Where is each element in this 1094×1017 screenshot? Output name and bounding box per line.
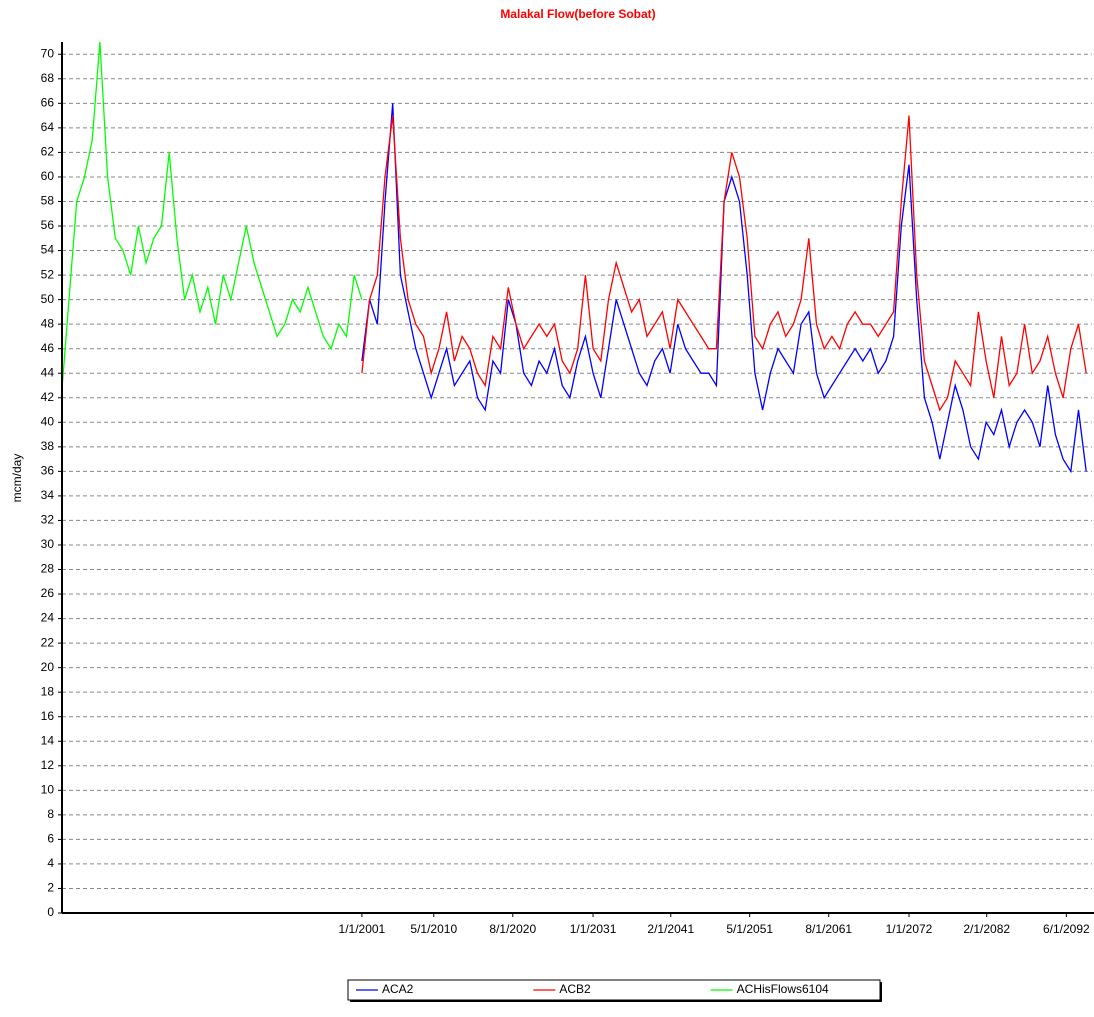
x-tick-label: 2/1/2041 [647, 922, 694, 936]
x-tick-label: 6/1/2092 [1043, 922, 1090, 936]
y-tick-label: 20 [41, 660, 55, 674]
y-tick-label: 60 [41, 169, 55, 183]
y-tick-label: 2 [47, 881, 54, 895]
y-tick-label: 42 [41, 390, 55, 404]
y-tick-label: 56 [41, 218, 55, 232]
y-tick-label: 48 [41, 316, 55, 330]
y-tick-label: 28 [41, 562, 55, 576]
y-tick-label: 10 [41, 782, 55, 796]
chart-title: Malakal Flow(before Sobat) [500, 7, 655, 21]
y-tick-label: 58 [41, 194, 55, 208]
x-tick-label: 5/1/2051 [726, 922, 773, 936]
y-tick-label: 54 [41, 243, 55, 257]
y-tick-label: 46 [41, 341, 55, 355]
y-tick-label: 36 [41, 464, 55, 478]
x-tick-label: 8/1/2020 [489, 922, 536, 936]
y-tick-label: 4 [47, 856, 54, 870]
y-axis-label: mcm/day [10, 454, 24, 503]
y-tick-label: 30 [41, 537, 55, 551]
x-tick-label: 1/1/2072 [886, 922, 933, 936]
legend-label: ACHisFlows6104 [737, 982, 829, 996]
x-tick-label: 8/1/2061 [805, 922, 852, 936]
legend-label: ACA2 [382, 982, 414, 996]
x-tick-label: 1/1/2031 [570, 922, 617, 936]
y-tick-label: 6 [47, 832, 54, 846]
y-tick-label: 50 [41, 292, 55, 306]
y-tick-label: 0 [47, 905, 54, 919]
y-tick-label: 44 [41, 365, 55, 379]
x-tick-label: 2/1/2082 [963, 922, 1010, 936]
y-tick-label: 32 [41, 513, 55, 527]
y-tick-label: 26 [41, 586, 55, 600]
y-tick-label: 18 [41, 684, 55, 698]
y-tick-label: 70 [41, 46, 55, 60]
x-tick-label: 5/1/2010 [410, 922, 457, 936]
y-tick-label: 52 [41, 267, 55, 281]
y-tick-label: 68 [41, 71, 55, 85]
y-tick-label: 62 [41, 145, 55, 159]
series-line [60, 41, 363, 398]
y-tick-label: 24 [41, 611, 55, 625]
x-tick-label: 1/1/2001 [339, 922, 386, 936]
y-tick-label: 66 [41, 96, 55, 110]
y-tick-label: 40 [41, 414, 55, 428]
y-tick-label: 22 [41, 635, 55, 649]
y-tick-label: 16 [41, 709, 55, 723]
y-tick-label: 34 [41, 488, 55, 502]
y-tick-label: 38 [41, 439, 55, 453]
y-tick-label: 64 [41, 120, 55, 134]
series-line [361, 115, 1087, 412]
y-tick-label: 12 [41, 758, 55, 772]
y-tick-label: 8 [47, 807, 54, 821]
legend-box [347, 979, 881, 1001]
y-tick-label: 14 [41, 733, 55, 747]
legend-label: ACB2 [559, 982, 591, 996]
